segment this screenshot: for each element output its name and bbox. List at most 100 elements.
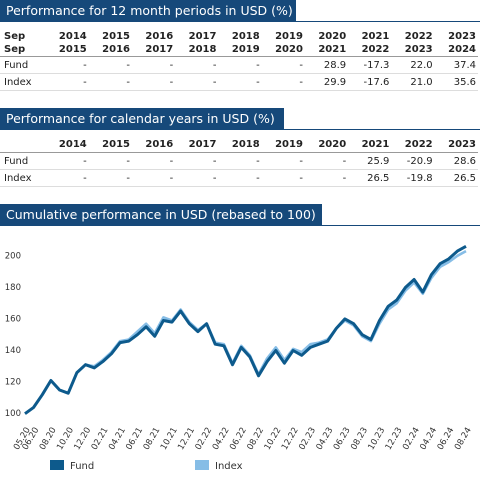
- y-tick-label: 120: [5, 378, 21, 388]
- header-cell: 2021: [348, 136, 391, 153]
- header-cell: 2016: [132, 136, 175, 153]
- header-text: Sep: [4, 31, 26, 42]
- header-text: 2023: [404, 44, 433, 55]
- cell: -: [169, 76, 174, 88]
- cell: -: [212, 76, 217, 88]
- cell: -: [212, 155, 217, 167]
- cell: Index: [4, 172, 32, 184]
- header-text: 2021: [318, 44, 347, 55]
- cell: -: [342, 155, 347, 167]
- cell: -: [299, 155, 303, 167]
- header-text: 2018: [231, 31, 260, 42]
- header-cell: 2022: [391, 136, 434, 153]
- cell: -: [169, 59, 174, 71]
- header-text: 2016: [145, 31, 174, 42]
- header-text: 2023: [448, 31, 476, 42]
- cell: -: [256, 172, 260, 184]
- line: [24, 244, 467, 415]
- header-text: 2017: [145, 44, 174, 55]
- cell: -: [126, 59, 130, 71]
- header-text: 2019: [231, 44, 260, 55]
- header-text: 2015: [102, 31, 130, 42]
- header-text: Sep: [4, 44, 26, 55]
- cell: -20.9: [406, 155, 433, 167]
- header-text: 2022: [404, 138, 433, 150]
- header-text: 2017: [188, 138, 217, 150]
- y-tick-label: 140: [5, 346, 21, 356]
- cell: -: [299, 76, 303, 88]
- header-text: 2016: [145, 138, 174, 150]
- cell: -17.6: [363, 76, 390, 88]
- header-text: 2015: [58, 44, 87, 55]
- cell: -: [169, 172, 174, 184]
- cell: -: [126, 76, 130, 88]
- cell: Index: [4, 76, 32, 88]
- header-cell: 2019 2020: [262, 30, 305, 57]
- cell: -: [83, 155, 87, 167]
- cell: -: [256, 59, 260, 71]
- header-cell: 2015 2016: [89, 30, 132, 57]
- header-text: 2023: [448, 138, 476, 150]
- cell: Fund: [4, 155, 29, 167]
- header-text: 2018: [231, 138, 260, 150]
- header-text: 2014: [58, 138, 87, 150]
- y-tick-label: 180: [5, 283, 21, 293]
- row: Fund - - - - - - 28.9 -17.3 22.0 37.4: [0, 57, 478, 74]
- cell: -: [83, 172, 87, 184]
- cell: Fund: [4, 59, 29, 71]
- header-cell: 2017: [175, 136, 218, 153]
- header-row: 2014 2015 2016 2017 2018 2019 2020 2021 2022 2023: [0, 136, 478, 153]
- table-body: Fund - - - - - - - 25.9 -20.9 28.6 Index - - - - - - - 26.5…: [0, 153, 478, 187]
- cell: -: [212, 172, 217, 184]
- table: Sep Sep 2014 2015 2015 2016 2016 2017 2017 2018 20…: [0, 30, 478, 91]
- rule: [0, 21, 480, 22]
- header-cell: 2014: [46, 136, 89, 153]
- cell: -: [299, 172, 303, 184]
- cell: -: [126, 172, 130, 184]
- cell: -17.3: [363, 59, 390, 71]
- header-text: 2021: [361, 31, 390, 42]
- legend-swatch: [195, 460, 209, 470]
- header-cell: 2021 2022: [348, 30, 391, 57]
- rule: [0, 129, 480, 130]
- header-cell: 2023: [435, 136, 478, 153]
- header-cell: 2022 2023: [391, 30, 434, 57]
- cell: 26.5: [453, 172, 476, 184]
- cell: -: [342, 172, 347, 184]
- y-tick-label: 160: [5, 314, 21, 324]
- header-cell: 2014 2015: [46, 30, 89, 57]
- table-head: Sep Sep 2014 2015 2015 2016 2016 2017 2017 2018 20…: [0, 30, 478, 57]
- header-text: 2017: [188, 31, 217, 42]
- header-cell: 2018 2019: [218, 30, 261, 57]
- header-text: 2024: [448, 44, 476, 55]
- cell: -19.8: [406, 172, 433, 184]
- table-body: Fund - - - - - - 28.9 -17.3 22.0 37.4 Index - - - - - - 29…: [0, 57, 478, 91]
- cell: 25.9: [367, 155, 390, 167]
- header-cell: 2017 2018: [175, 30, 218, 57]
- cell: -: [169, 155, 174, 167]
- cell: 37.4: [453, 59, 476, 71]
- header-cell: 2020: [305, 136, 348, 153]
- rule: [0, 225, 480, 226]
- row: Index - - - - - - - 26.5 -19.8 26.5: [0, 170, 478, 187]
- section-title: Cumulative performance in USD (rebased t…: [0, 204, 322, 226]
- row: Index - - - - - - 29.9 -17.6 21.0 35.6: [0, 74, 478, 91]
- header-text: 2022: [361, 44, 390, 55]
- cell: 21.0: [410, 76, 433, 88]
- cell: 26.5: [367, 172, 390, 184]
- y-tick-label: 100: [5, 409, 21, 419]
- header-text: 2014: [58, 31, 87, 42]
- legend-swatch: [50, 460, 64, 470]
- table-head: 2014 2015 2016 2017 2018 2019 2020 2021 2022 2023: [0, 136, 478, 153]
- cell: 29.9: [323, 76, 347, 88]
- header-cell: 2019: [262, 136, 305, 153]
- header-cell: 2020 2021: [305, 30, 348, 57]
- header-text: 2020: [275, 44, 303, 55]
- legend-label: Fund: [70, 461, 94, 472]
- header-text: 2019: [275, 138, 303, 150]
- header-text: 2019: [275, 31, 303, 42]
- cell: -: [256, 155, 260, 167]
- header-text: 2015: [102, 138, 130, 150]
- x-tick-label: 08.24: [453, 426, 474, 452]
- cell: -: [126, 155, 130, 167]
